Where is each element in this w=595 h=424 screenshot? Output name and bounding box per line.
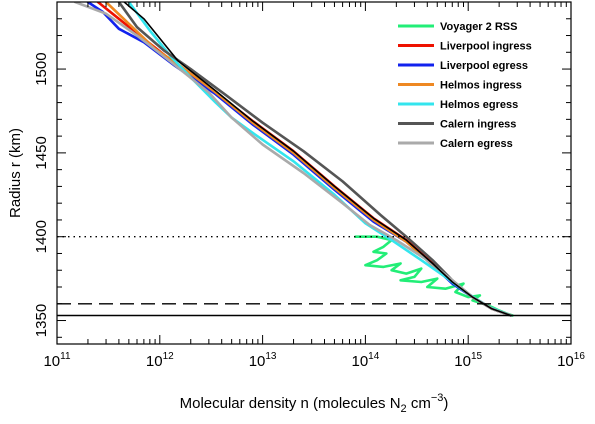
x-tick-exponent: 13 xyxy=(265,351,277,362)
series-layer xyxy=(73,2,514,317)
x-tick-base: 10 xyxy=(146,353,163,370)
y-tick-label: 1500 xyxy=(33,52,50,85)
y-tick-label: 1450 xyxy=(33,136,50,169)
x-tick-exponent: 12 xyxy=(163,351,175,362)
x-axis-label-mid: cm xyxy=(407,395,431,412)
x-tick-label: 1014 xyxy=(351,351,379,370)
x-tick-base: 10 xyxy=(249,353,266,370)
x-axis-label-sub: 2 xyxy=(401,403,407,415)
y-tick-label: 1350 xyxy=(33,304,50,337)
x-axis-label: Molecular density n (molecules N2 cm−3) xyxy=(180,392,449,415)
y-axis-label: Radius r (km) xyxy=(7,128,24,218)
legend-label-liverpool-ingress: Liverpool ingress xyxy=(440,41,532,53)
x-axis-label-sup: −3 xyxy=(431,392,444,404)
legend-label-calern-ingress: Calern ingress xyxy=(440,119,516,131)
legend-label-helmos-egress: Helmos egress xyxy=(440,99,518,111)
reference-lines xyxy=(57,236,571,317)
plot-frame xyxy=(56,1,572,345)
legend: Voyager 2 RSS Liverpool ingress Liverpool … xyxy=(398,21,532,150)
x-tick-exponent: 15 xyxy=(471,351,483,362)
x-tick-base: 10 xyxy=(351,353,368,370)
x-tick-label: 1011 xyxy=(43,351,71,370)
y-tick-label: 1400 xyxy=(33,220,50,253)
legend-label-calern-egress: Calern egress xyxy=(440,138,513,150)
x-axis-label-end: ) xyxy=(443,395,448,412)
legend-label-helmos-ingress: Helmos ingress xyxy=(440,80,522,92)
x-tick-base: 10 xyxy=(557,353,574,370)
x-axis-label-main: Molecular density n (molecules N xyxy=(180,395,401,412)
x-tick-exponent: 16 xyxy=(574,351,586,362)
series-line-reference-profile xyxy=(123,2,512,317)
x-tick-base: 10 xyxy=(454,353,471,370)
axis-ticks xyxy=(56,1,571,344)
series-line-voyager-2-rss xyxy=(354,235,514,317)
legend-label-voyager-2-rss: Voyager 2 RSS xyxy=(440,21,517,33)
x-tick-label: 1016 xyxy=(557,351,585,370)
x-tick-label: 1012 xyxy=(146,351,174,370)
x-tick-exponent: 11 xyxy=(60,351,71,362)
x-tick-exponent: 14 xyxy=(368,351,380,362)
x-tick-base: 10 xyxy=(43,353,60,370)
x-tick-label: 1015 xyxy=(454,351,482,370)
legend-label-liverpool-egress: Liverpool egress xyxy=(440,60,528,72)
x-tick-label: 1013 xyxy=(249,351,277,370)
